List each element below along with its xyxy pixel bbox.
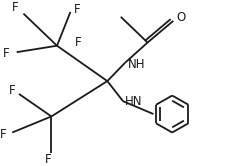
Text: O: O bbox=[177, 11, 186, 24]
Text: F: F bbox=[12, 1, 19, 14]
Text: HN: HN bbox=[125, 95, 143, 108]
Text: F: F bbox=[0, 128, 7, 141]
Text: F: F bbox=[74, 3, 80, 16]
Text: F: F bbox=[75, 36, 81, 49]
Text: F: F bbox=[45, 153, 51, 166]
Text: NH: NH bbox=[128, 58, 146, 71]
Text: F: F bbox=[9, 84, 16, 97]
Text: F: F bbox=[3, 47, 10, 60]
